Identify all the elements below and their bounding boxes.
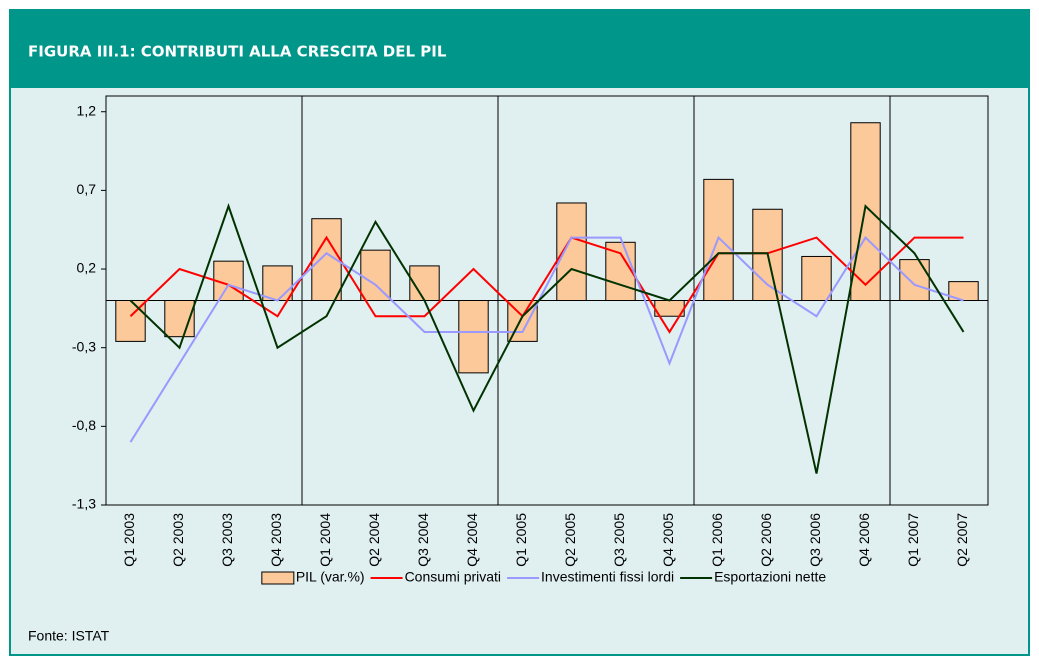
bar xyxy=(899,259,930,302)
y-tick-label: -0,8 xyxy=(72,417,96,433)
x-tick-label: Q4 2006 xyxy=(856,513,872,567)
bar xyxy=(801,255,832,302)
y-tick-label: -1,3 xyxy=(72,496,96,512)
x-tick-label: Q1 2004 xyxy=(317,513,333,567)
bar xyxy=(360,249,391,302)
x-tick-label: Q4 2004 xyxy=(464,513,480,567)
y-tick-label: 1,2 xyxy=(77,102,97,118)
x-tick-label: Q2 2007 xyxy=(954,513,970,567)
line xyxy=(129,235,964,334)
x-tick-label: Q1 2003 xyxy=(121,513,137,567)
x-tick-label: Q4 2005 xyxy=(660,513,676,567)
x-tick-label: Q2 2005 xyxy=(562,513,578,567)
legend-swatch xyxy=(261,571,295,585)
x-tick-label: Q3 2004 xyxy=(415,513,431,567)
x-tick-label: Q1 2006 xyxy=(709,513,725,567)
x-tick-label: Q4 2003 xyxy=(268,513,284,567)
y-tick-label: 0,7 xyxy=(77,181,97,197)
x-tick-label: Q3 2006 xyxy=(807,513,823,567)
legend-label: PIL (var.%) xyxy=(296,569,365,585)
x-tick-label: Q2 2004 xyxy=(366,513,382,567)
legend-label: Consumi privati xyxy=(405,569,501,585)
bar xyxy=(605,241,636,302)
legend-label: Investimenti fissi lordi xyxy=(541,569,674,585)
x-tick-label: Q1 2005 xyxy=(513,513,529,567)
bar xyxy=(262,265,293,301)
x-tick-label: Q2 2003 xyxy=(170,513,186,567)
header xyxy=(10,10,1029,88)
bar xyxy=(556,202,587,302)
x-tick-label: Q2 2006 xyxy=(758,513,774,567)
x-tick-label: Q3 2005 xyxy=(611,513,627,567)
source: Fonte: ISTAT xyxy=(28,628,110,644)
x-tick-label: Q3 2003 xyxy=(219,513,235,567)
chart-title: FIGURA III.1: CONTRIBUTI ALLA CRESCITA D… xyxy=(28,43,447,61)
y-tick-label: 0,2 xyxy=(77,260,97,276)
y-tick-label: -0,3 xyxy=(72,338,96,354)
legend-label: Esportazioni nette xyxy=(714,569,826,585)
line xyxy=(129,235,964,443)
line xyxy=(129,203,965,474)
bar xyxy=(458,300,489,374)
x-tick-label: Q1 2007 xyxy=(905,513,921,567)
